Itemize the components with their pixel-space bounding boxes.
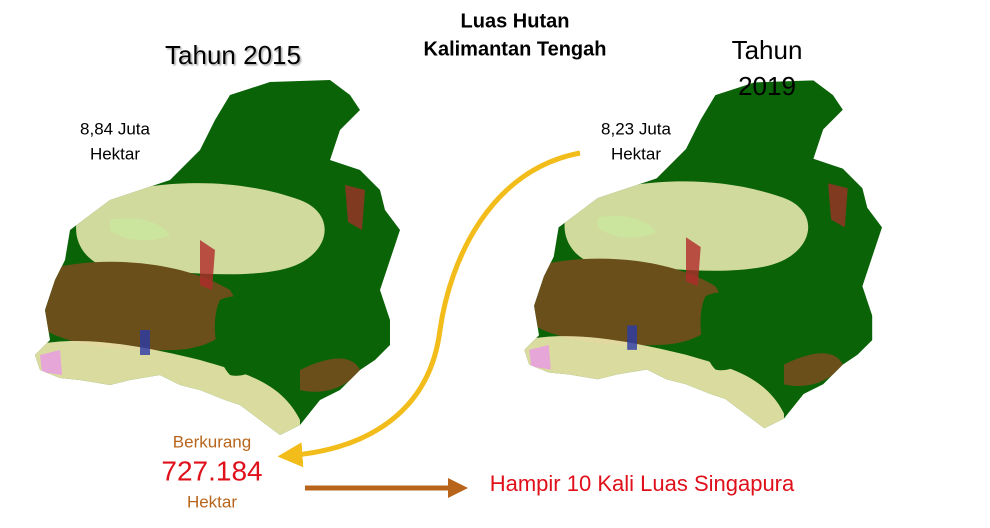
year-label: Tahun 2015 [165, 40, 301, 70]
comparison-text: Hampir 10 Kali Luas Singapura [490, 471, 795, 496]
loss-unit: Hektar [187, 492, 237, 511]
map-2015 [0, 60, 420, 460]
area-label: Hektar [611, 144, 661, 163]
loss-label: Berkurang [173, 432, 251, 451]
area-label: Hektar [90, 144, 140, 163]
title: Luas Hutan [461, 10, 570, 32]
year-label: 2019 [738, 71, 796, 101]
decrease-arrow [277, 150, 581, 468]
year-label: Tahun [732, 35, 803, 65]
loss-amount: 727.184 [161, 455, 262, 486]
area-label: 8,84 Juta [80, 119, 150, 138]
title: Kalimantan Tengah [424, 38, 607, 60]
area-label: 8,23 Juta [601, 119, 671, 138]
map-2019 [490, 61, 902, 453]
